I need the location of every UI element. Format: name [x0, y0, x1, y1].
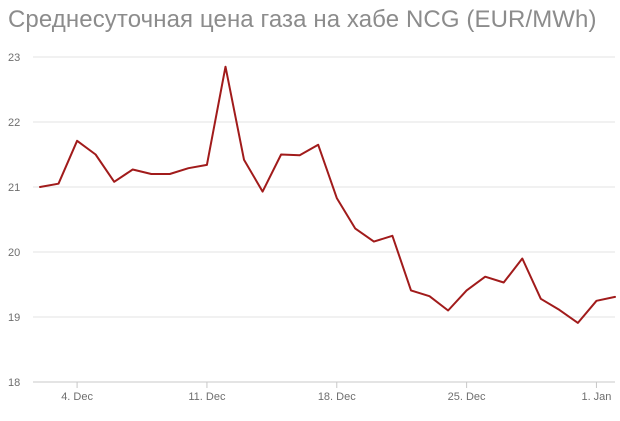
data-point: [75, 139, 79, 143]
data-point: [56, 182, 60, 186]
y-tick-label: 19: [8, 312, 20, 324]
data-point: [279, 152, 283, 156]
chart-title: Среднесуточная цена газа на хабе NCG (EU…: [8, 6, 597, 33]
y-tick-label: 23: [8, 52, 20, 64]
data-point: [372, 239, 376, 243]
data-point: [93, 152, 97, 156]
data-point: [297, 153, 301, 157]
data-point: [131, 167, 135, 171]
data-point: [316, 143, 320, 147]
series-line: [39, 65, 616, 324]
x-tick-label: 11. Dec: [188, 391, 226, 403]
x-tick-label: 1. Jan: [581, 391, 611, 403]
data-point: [576, 321, 580, 325]
data-point: [446, 308, 450, 312]
data-point: [205, 163, 209, 167]
data-point: [520, 256, 524, 260]
data-point: [335, 196, 339, 200]
y-tick-label: 20: [8, 247, 20, 259]
data-point: [539, 297, 543, 301]
data-point: [390, 234, 394, 238]
x-tick-label: 4. Dec: [61, 391, 93, 403]
data-point: [242, 158, 246, 162]
data-point: [112, 180, 116, 184]
data-point: [502, 280, 506, 284]
data-point: [464, 288, 468, 292]
data-point: [613, 295, 617, 299]
y-tick-label: 22: [8, 117, 20, 129]
data-point: [483, 275, 487, 279]
data-point: [557, 308, 561, 312]
data-point: [409, 288, 413, 292]
data-point: [427, 294, 431, 298]
y-tick-label: 18: [8, 377, 20, 389]
data-point: [223, 65, 227, 69]
data-point: [594, 299, 598, 303]
x-tick-label: 25. Dec: [448, 391, 486, 403]
data-point: [168, 172, 172, 176]
data-point: [149, 172, 153, 176]
x-tick-label: 18. Dec: [318, 391, 356, 403]
y-tick-label: 21: [8, 182, 20, 194]
data-point: [38, 185, 42, 189]
data-point: [260, 189, 264, 193]
data-point: [186, 166, 190, 170]
data-point: [353, 226, 357, 230]
